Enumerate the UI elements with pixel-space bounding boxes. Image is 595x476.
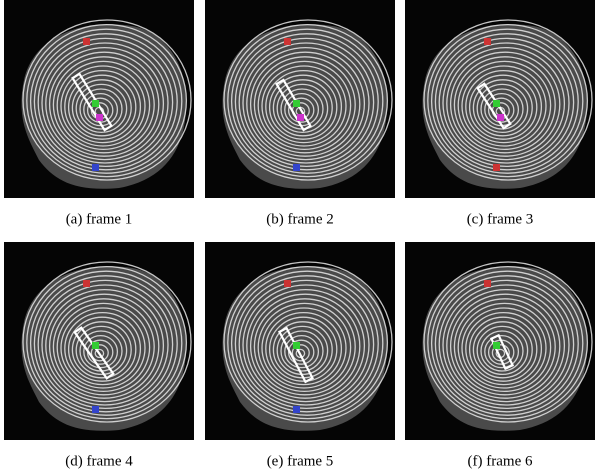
frame-panel [205,242,395,440]
marker-top [83,280,90,287]
marker-top [484,38,491,45]
marker-top [284,280,291,287]
frame-panel [405,0,595,198]
figure: (a) frame 1 (b) frame 2 (c) frame 3 (d) fra… [0,0,595,476]
frame-panel [4,0,194,198]
marker-center [92,100,99,107]
marker-center [493,342,500,349]
marker-center [293,100,300,107]
marker-pith [96,114,103,121]
marker-bottom [293,164,300,171]
marker-top [484,280,491,287]
caption: (d) frame 4 [65,453,133,469]
caption: (f) frame 6 [468,453,533,469]
caption: (a) frame 1 [66,211,133,227]
caption: (b) frame 2 [266,211,333,227]
marker-top [83,38,90,45]
marker-center [92,342,99,349]
marker-bottom [293,406,300,413]
marker-center [293,342,300,349]
frame-panel [205,0,395,198]
marker-bottom [92,164,99,171]
frame-panel [4,242,194,440]
marker-bottom [92,406,99,413]
frame-panel [405,242,595,440]
caption: (e) frame 5 [267,453,334,469]
caption: (c) frame 3 [467,211,534,227]
marker-top [284,38,291,45]
marker-center [493,100,500,107]
marker-pith [497,114,504,121]
marker-bottom [493,164,500,171]
marker-pith [297,114,304,121]
